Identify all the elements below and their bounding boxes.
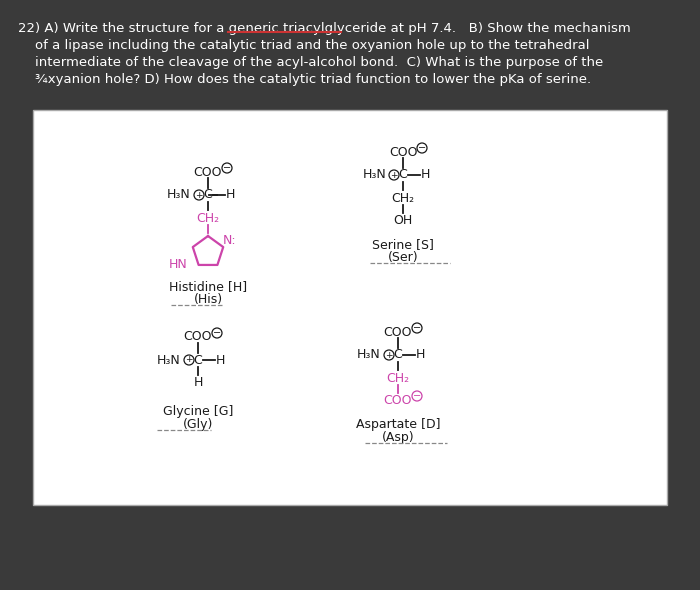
Text: CH₂: CH₂ [197,211,220,225]
Text: C: C [194,353,202,366]
Text: H: H [193,376,203,389]
Text: H₃N: H₃N [167,188,191,202]
Text: HN: HN [169,257,188,270]
Text: +: + [391,171,398,179]
Text: −: − [413,391,421,401]
Bar [33,110,667,505]
Text: 22) A) Write the structure for a generic triacylglyceride at pH 7.4.   B) Show t: 22) A) Write the structure for a generic… [18,22,631,35]
Text: COO: COO [183,330,212,343]
Text: +: + [385,350,393,359]
Text: ¾xyanion hole? D) How does the catalytic triad function to lower the pKa of seri: ¾xyanion hole? D) How does the catalytic… [18,73,591,86]
Text: +: + [186,356,192,365]
Text: C: C [398,169,407,182]
Text: OH: OH [393,214,412,227]
Text: CH₂: CH₂ [386,372,410,385]
Text: −: − [213,328,221,338]
Text: COO: COO [389,146,417,159]
Text: H: H [216,353,225,366]
Text: −: − [223,163,231,173]
Text: H: H [225,188,234,202]
Text: (Ser): (Ser) [388,251,419,264]
Text: of a lipase including the catalytic triad and the oxyanion hole up to the tetrah: of a lipase including the catalytic tria… [18,39,589,52]
Text: C: C [204,188,212,202]
Text: H₃N: H₃N [363,169,386,182]
Text: COO: COO [384,326,412,339]
Text: (His): (His) [193,293,223,306]
Text: H₃N: H₃N [158,353,181,366]
Text: intermediate of the cleavage of the acyl-alcohol bond.  C) What is the purpose o: intermediate of the cleavage of the acyl… [18,56,603,69]
Text: COO: COO [194,166,223,179]
Text: COO: COO [384,394,412,407]
Text: Histidine [H]: Histidine [H] [169,280,247,293]
Text: Aspartate [D]: Aspartate [D] [356,418,440,431]
Text: +: + [195,191,203,199]
Text: H: H [415,349,425,362]
Text: H: H [420,169,430,182]
Text: −: − [418,143,426,153]
Text: CH₂: CH₂ [391,192,414,205]
Text: (Asp): (Asp) [382,431,414,444]
Text: −: − [413,323,421,333]
Text: (Gly): (Gly) [183,418,214,431]
Text: N:: N: [223,234,237,247]
Text: Glycine [G]: Glycine [G] [163,405,233,418]
Text: H₃N: H₃N [357,349,381,362]
Text: C: C [393,349,402,362]
Text: Serine [S]: Serine [S] [372,238,434,251]
